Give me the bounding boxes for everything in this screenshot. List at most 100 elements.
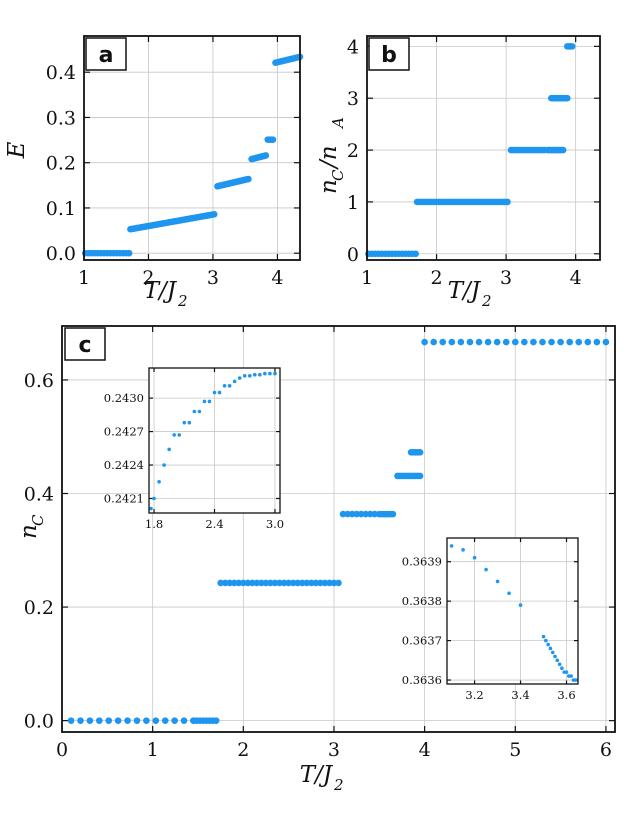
panel-c-data-point <box>421 338 428 346</box>
panel-a-label: a <box>99 43 114 68</box>
inset-2-data-point <box>461 548 465 552</box>
panel-c-data-point <box>298 579 306 587</box>
panel-c-data-point <box>133 717 141 724</box>
inset-1-data-point <box>172 433 176 437</box>
inset-2-y-tick-label: 0.3638 <box>402 594 442 608</box>
panel-b-data-point <box>568 43 576 50</box>
panel-a-y-tick-label: 0.4 <box>46 62 76 84</box>
panel-b-x-tick-label: 2 <box>431 267 443 289</box>
panel-c-data-point <box>475 338 483 346</box>
panel-c-data-point <box>593 338 601 346</box>
inset-1-data-point <box>192 409 197 414</box>
panel-c-data-point <box>240 579 247 587</box>
inset-1-y-tick-label: 0.2427 <box>104 425 144 439</box>
panel-b-x-tick-label: 3 <box>500 267 512 289</box>
panel-c-data-point <box>96 717 103 724</box>
inset-1-data-point <box>242 374 247 378</box>
panel-c-data-point <box>180 717 188 724</box>
panel-c-data-point <box>244 579 252 587</box>
panel-c-data-point <box>439 338 447 346</box>
panel-c-data-point <box>348 510 356 518</box>
panel-a-y-tick-label: 0.3 <box>46 107 76 129</box>
inset-2-data-point <box>544 638 548 643</box>
panel-b-y-tick-label: 0 <box>347 244 359 266</box>
panel-c-data-point <box>267 579 274 587</box>
panel-c-data-point <box>105 717 113 724</box>
panel-a-y-tick-label: 0.1 <box>46 198 76 220</box>
panel-c-x-tick-label: 6 <box>600 739 612 761</box>
panel-a-xlabel: T/J <box>144 278 178 304</box>
inset-2-data-point <box>564 670 569 674</box>
panel-b-ylabel: n C /n A <box>316 117 347 194</box>
panel-b-label-box <box>368 37 410 71</box>
inset-1-data-point <box>217 390 222 395</box>
inset-2-data-point <box>449 544 454 548</box>
panel-b-x-tick-label: 4 <box>570 267 582 289</box>
inset-1-data-point <box>247 374 252 378</box>
panel-c-x-tick-label: 2 <box>237 739 249 761</box>
inset-1-x-tick-label: 1.8 <box>145 517 163 531</box>
panel-c-data-point <box>575 338 583 346</box>
panel-b-frame <box>366 35 601 261</box>
panel-c-data-point <box>235 579 243 587</box>
panel-c-data-point <box>289 579 297 587</box>
panel-a-label-box <box>85 37 127 71</box>
inset-1-data-point <box>222 384 227 388</box>
panel-c-data-point <box>226 579 234 587</box>
inset-2-frame <box>446 537 579 685</box>
panel-c-data-point <box>430 338 437 346</box>
panel-c-data-point <box>602 338 610 346</box>
panel-c-data-point <box>416 449 424 456</box>
panel-b-x-tick-label: 1 <box>361 267 373 289</box>
panel-c-data-point <box>366 510 374 518</box>
inset-1-data-point <box>227 384 232 388</box>
inset-2-data-point <box>569 674 573 678</box>
inset-1-data-point <box>187 420 192 425</box>
inset-1-data-point <box>202 399 207 404</box>
inset-1-data-point <box>177 433 182 437</box>
panel-a-x-tick-label: 3 <box>207 267 219 289</box>
panel-c-data-point <box>276 579 283 587</box>
inset-2-data-point <box>573 678 578 682</box>
inset-2-data-point <box>546 642 550 647</box>
inset-2-data-point <box>495 579 500 584</box>
inset-1-data-point <box>258 372 262 377</box>
inset-1-data-point <box>268 371 272 376</box>
inset-2-y-tick-label: 0.3637 <box>402 634 442 648</box>
panel-c-data-point <box>86 717 94 724</box>
panel-c-data-point <box>493 338 501 346</box>
panel-c-data-point <box>285 579 292 587</box>
panel-a: 1 2 3 4 0.0 0.1 0.2 0.3 0.4 a E T/J 2 <box>4 35 304 310</box>
inset-1-y-tick-label: 0.2421 <box>104 492 144 506</box>
panel-c-data-point <box>339 510 347 518</box>
panel-c-data-point <box>466 338 474 346</box>
panel-b-y-tick-label: 3 <box>347 88 359 110</box>
inset-2-x-tick-label: 3.4 <box>511 688 529 702</box>
panel-b-data-point <box>504 198 511 206</box>
inset-1-data-point <box>167 447 171 452</box>
panel-c-data-point <box>303 579 311 587</box>
panel-c-data-point <box>521 338 528 346</box>
panel-b-xlabel: T/J <box>448 278 482 304</box>
panel-a-x-tick-label: 1 <box>78 267 90 289</box>
panel-c-x-tick-label: 3 <box>328 739 340 761</box>
panel-a-data-point <box>262 152 270 159</box>
panel-a-plot-area <box>84 36 300 260</box>
panel-c-data-point <box>262 579 270 587</box>
inset-top-left: 1.8 2.4 3.0 0.2421 0.2424 0.2427 0.2430 <box>104 367 284 531</box>
panel-c-data-point <box>221 579 229 587</box>
panel-c-ylabel: n C <box>16 514 47 539</box>
inset-1-y-tick-label: 0.2430 <box>104 391 144 405</box>
inset-1-x-tick-label: 2.4 <box>205 517 223 531</box>
panel-c-data-point <box>312 579 320 587</box>
inset-2-data-point <box>472 555 477 560</box>
panel-c-label: c <box>78 333 91 358</box>
panel-c-data-point <box>294 579 302 587</box>
panel-b-data-point <box>564 94 571 102</box>
panel-c-x-tick-label: 0 <box>56 739 68 761</box>
panel-c-data-point <box>249 579 256 587</box>
inset-1-data-point <box>207 399 212 404</box>
inset-2-data-point <box>553 654 557 659</box>
panel-c-x-tick-label: 5 <box>509 739 521 761</box>
panel-c-data-point <box>317 579 324 587</box>
